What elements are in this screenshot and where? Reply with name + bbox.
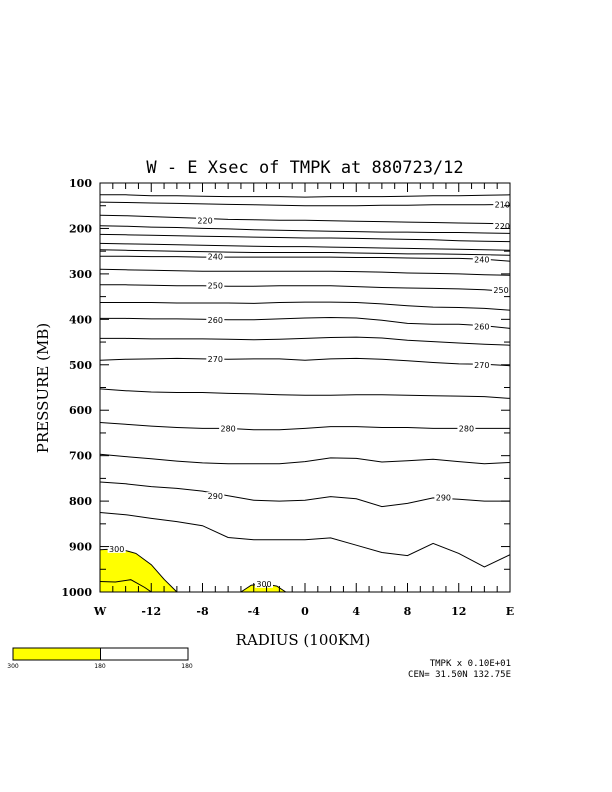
- contour-label: 300: [256, 580, 271, 589]
- contour-label: 290: [436, 493, 451, 502]
- x-tick-label: -12: [141, 605, 161, 618]
- y-tick-label: 400: [69, 313, 92, 326]
- colorbar: 300 180 180: [7, 647, 193, 670]
- x-tick-label: 8: [404, 605, 412, 618]
- contour-label-bg: [206, 492, 225, 501]
- contour-line-7: [99, 249, 511, 256]
- contour-label: 250: [208, 281, 223, 290]
- center-note: CEN= 31.50N 132.75E: [408, 670, 511, 680]
- contour-label-bg: [206, 315, 225, 324]
- contour-label-bg: [219, 424, 238, 433]
- contour-300-inner: [99, 579, 152, 593]
- colorbar-label-middle: 180: [94, 663, 106, 670]
- y-tick-label: 1000: [61, 586, 92, 599]
- contour-label: 270: [208, 355, 223, 364]
- contour-line-14: [99, 357, 511, 367]
- colorbar-segment-1: [12, 647, 101, 661]
- contour-label-bg: [493, 222, 512, 231]
- y-tick-label: 100: [69, 177, 92, 190]
- contour-line-3: [99, 214, 511, 225]
- y-tick-label: 500: [69, 359, 92, 372]
- contour-label-bg: [206, 354, 225, 363]
- contour-label: 240: [208, 253, 223, 262]
- y-tick-label: 800: [69, 495, 92, 508]
- contour-label: 240: [474, 255, 489, 264]
- y-tick-label: 700: [69, 450, 92, 463]
- axis-ticks: W -12 -8 -4 0 4 8 12 E 100 200 300 400 500 600 700 800 90…: [61, 177, 514, 618]
- contour-label: 250: [493, 286, 508, 295]
- contour-label-bg: [472, 322, 491, 331]
- contour-line-19: [99, 512, 511, 568]
- contour-label: 210: [495, 200, 510, 209]
- contour-label: 220: [495, 222, 510, 231]
- contour-label-bg: [472, 361, 491, 370]
- colorbar-segment-2: [100, 647, 189, 661]
- colorbar-label-right: 180: [181, 663, 193, 670]
- contour-label-bg: [107, 544, 126, 553]
- contour-line-15: [99, 388, 511, 399]
- x-axis-label: RADIUS (100KM): [236, 631, 371, 649]
- contour-label-bg: [457, 424, 476, 433]
- contour-label: 290: [208, 492, 223, 501]
- colorbar-frame: [12, 647, 189, 661]
- contour-line-12: [100, 316, 511, 329]
- contour-labels: 210 220 220 240 240 250 250 260 260 270 270 280 280 2…: [107, 200, 512, 589]
- contour-line-2: [99, 201, 511, 207]
- contour-label: 280: [220, 424, 235, 433]
- x-tick-label: E: [506, 605, 514, 618]
- contour-lines: [99, 194, 511, 593]
- contour-label: 270: [474, 361, 489, 370]
- contour-label-bg: [206, 252, 225, 261]
- contour-line-11: [100, 301, 511, 311]
- contour-line-16: [99, 422, 510, 431]
- x-tick-label: -4: [248, 605, 261, 618]
- y-tick-label: 600: [69, 404, 92, 417]
- contour-label: 300: [109, 545, 124, 554]
- contour-line-9: [99, 268, 511, 276]
- contour-label: 280: [459, 424, 474, 433]
- y-axis-label: PRESSURE (MB): [34, 323, 52, 453]
- contour-label-bg: [255, 579, 273, 588]
- contour-label-bg: [206, 281, 225, 290]
- x-tick-label: 12: [451, 605, 466, 618]
- y-tick-label: 200: [69, 222, 92, 235]
- contour-line-13: [100, 336, 511, 346]
- contour-label: 220: [197, 216, 212, 225]
- contour-line-10: [100, 284, 511, 293]
- x-tick-label: -8: [196, 605, 209, 618]
- contour-label-bg: [196, 216, 215, 225]
- x-tick-label: 4: [352, 605, 360, 618]
- chart-title: W - E Xsec of TMPK at 880723/12: [146, 158, 463, 178]
- contour-line-1: [100, 194, 511, 198]
- contour-label-bg: [472, 255, 491, 264]
- contour-label: 260: [474, 323, 489, 332]
- contour-line-4: [99, 225, 511, 234]
- contour-line-17: [99, 453, 511, 465]
- units-note: TMPK x 0.10E+01: [430, 659, 511, 669]
- contour-line-6: [99, 242, 511, 251]
- colorbar-segments: [12, 647, 189, 661]
- y-tick-label: 300: [69, 268, 92, 281]
- y-tick-label: 900: [69, 541, 92, 554]
- contour-label-bg: [493, 200, 512, 209]
- contour-line-8: [100, 255, 511, 262]
- contour-label-bg: [434, 493, 453, 502]
- contour-line-5: [99, 233, 511, 243]
- contour-label: 260: [208, 316, 223, 325]
- contour-label-bg: [492, 285, 511, 294]
- colorbar-label-left: 300: [7, 663, 19, 670]
- x-tick-label: W: [93, 605, 107, 618]
- plot-area: 210 220 220 240 240 250 250 260 260 270 270 280 280 2…: [61, 177, 514, 618]
- x-tick-label: 0: [301, 605, 309, 618]
